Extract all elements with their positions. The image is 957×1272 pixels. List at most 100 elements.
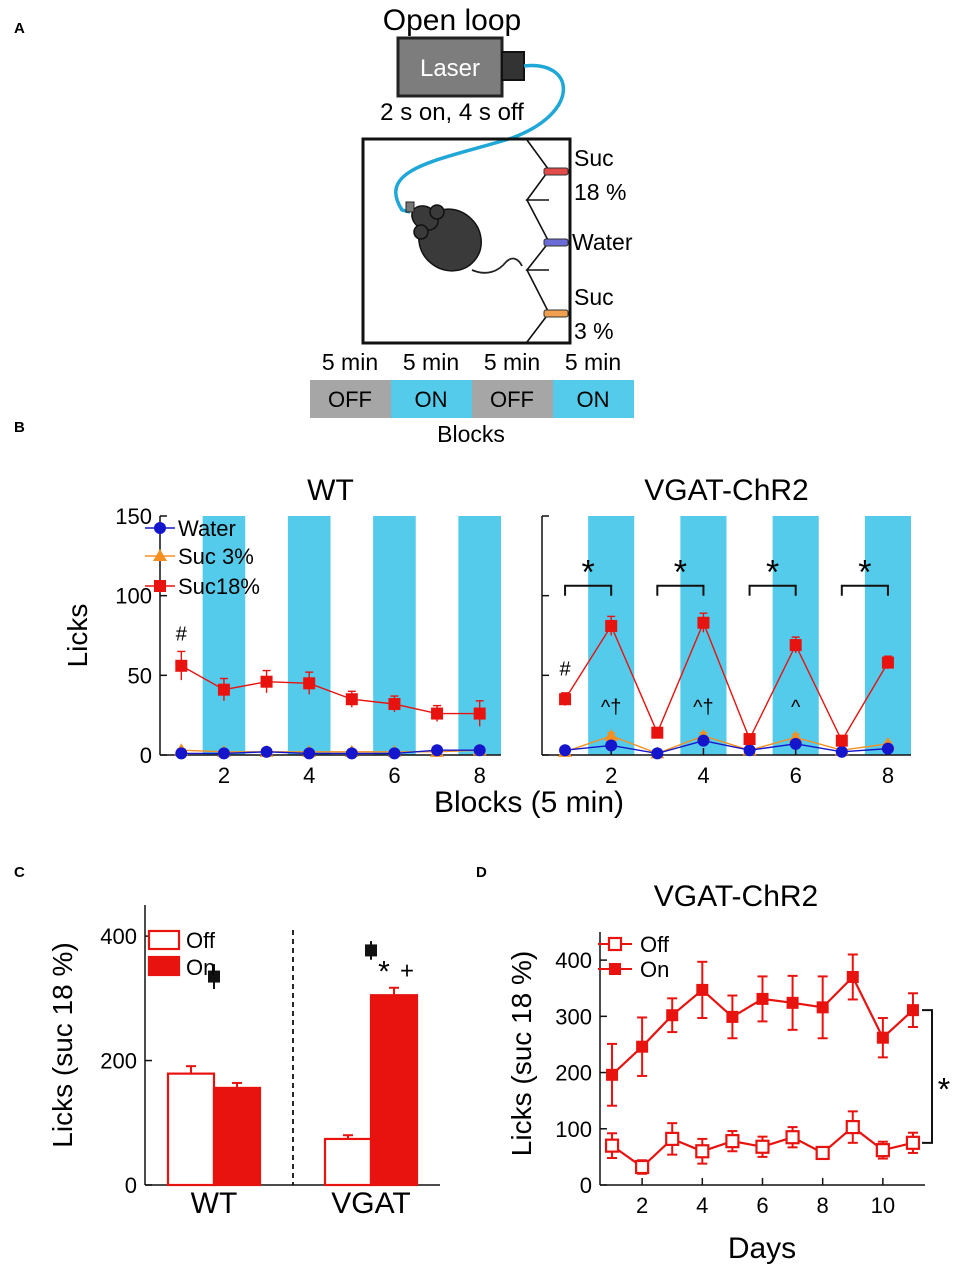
spout-label-suc18-line1: Suc: [574, 145, 614, 171]
behavior-box: [361, 137, 572, 345]
x-tick-label: 4: [303, 763, 315, 788]
open-loop-title: Open loop: [383, 4, 521, 37]
data-point: [605, 739, 618, 752]
y-tick-label: 50: [128, 663, 152, 688]
legend-label: On: [640, 957, 669, 982]
data-point: [785, 1130, 800, 1145]
chart-title: WT: [307, 474, 354, 507]
block-state-2: ON: [415, 387, 448, 412]
x-tick-label: 2: [636, 1193, 648, 1218]
legend-label: Suc18%: [178, 574, 260, 599]
on-block-shade: [373, 516, 416, 755]
data-point: [604, 728, 619, 741]
annotation: #: [176, 623, 188, 645]
spout-label-water: Water: [572, 229, 633, 255]
data-point: [881, 656, 894, 669]
data-point: [604, 1138, 620, 1153]
x-tick-label: 8: [882, 763, 894, 788]
data-point: [473, 744, 486, 757]
block-duration-2: 5 min: [403, 349, 459, 375]
legend-label: Suc 3%: [178, 544, 254, 569]
data-point: [726, 1010, 739, 1023]
block-duration-3: 5 min: [484, 349, 540, 375]
legend-marker: [154, 580, 166, 592]
mouse-illustration: [405, 201, 523, 274]
y-tick-label: 400: [555, 948, 592, 973]
laser-schedule: 2 s on, 4 s off: [380, 99, 524, 126]
x-tick-label: 10: [871, 1193, 895, 1218]
data-point: [815, 1145, 830, 1161]
significance-star: *: [766, 554, 779, 592]
on-block-shade: [864, 516, 911, 755]
b-x-axis-label: Blocks (5 min): [434, 786, 624, 819]
data-point: [666, 1009, 679, 1022]
data-point: [303, 677, 316, 690]
data-point: [665, 1131, 680, 1146]
spout-water: [543, 238, 569, 247]
significance-bracket: [922, 1009, 933, 1144]
data-point: [217, 683, 230, 696]
y-tick-label: 300: [555, 1004, 592, 1029]
data-point: [835, 734, 848, 747]
legend-marker: [607, 936, 623, 952]
data-point: [743, 733, 756, 746]
data-point: [260, 745, 273, 758]
legend-label: On: [186, 955, 215, 980]
data-point: [473, 707, 486, 720]
data-point: [651, 726, 664, 739]
legend-label: Off: [186, 928, 216, 953]
annotation: ^: [791, 697, 801, 719]
panel-c-label: C: [14, 864, 25, 881]
y-tick-label: 100: [555, 1117, 592, 1142]
y-tick-label: 0: [125, 1173, 137, 1198]
data-point: [835, 745, 848, 758]
panel-d-label: D: [476, 864, 487, 881]
x-tick-label: 8: [474, 763, 486, 788]
data-point: [217, 747, 230, 760]
significance-bracket: [656, 584, 705, 596]
chart-b-wt: WT 0 50 100 150 2 4 6 8 Licks # Water Suc 3% Suc18%: [62, 474, 501, 788]
data-point: [786, 996, 799, 1009]
extra-point: [365, 944, 377, 957]
annotation: #: [560, 658, 572, 680]
data-point: [345, 693, 358, 706]
data-point: [876, 1031, 889, 1044]
data-point: [875, 1143, 890, 1158]
significance-star: *: [938, 1072, 950, 1108]
data-point: [559, 693, 572, 706]
data-point: [789, 639, 802, 652]
block-schedule: 5 min OFF 5 min ON 5 min OFF 5 min ON: [310, 349, 634, 418]
chart-d: VGAT-ChR2 0 100 200 300 400 2 4 6 8 10 Days Licks (s…: [506, 880, 950, 1265]
on-block-shade: [287, 516, 331, 755]
y-tick-label: 0: [140, 743, 152, 768]
panel-a-label: A: [14, 20, 25, 37]
data-point: [175, 659, 188, 672]
data-point: [303, 747, 316, 760]
data-point: [905, 1135, 921, 1150]
series-line-Suc3: [564, 735, 889, 755]
data-point: [431, 707, 444, 720]
series-line-Water: [564, 739, 888, 755]
block-state-4: ON: [577, 387, 610, 412]
data-point: [651, 747, 664, 760]
data-point: [906, 1004, 919, 1017]
x-tick-label: 4: [697, 763, 709, 788]
chart-b-vgat: VGAT-ChR2 2 4 6 8 # ^† ^† ^ * * * *: [541, 474, 911, 788]
panel-b-label: B: [14, 419, 25, 436]
x-tick-label: 4: [696, 1193, 708, 1218]
data-point: [605, 619, 618, 632]
y-tick-label: 400: [100, 924, 137, 949]
block-box-2: [391, 380, 472, 418]
bar-on: [212, 1086, 262, 1187]
legend-marker: [153, 549, 167, 561]
block-box-3: [472, 380, 553, 418]
block-box-1: [310, 380, 391, 418]
data-point: [636, 1040, 649, 1053]
significance-star: *: [582, 554, 595, 592]
panel-a: A Open loop Laser 2 s on, 4 s off Suc 18…: [14, 4, 634, 447]
chart-title: VGAT-ChR2: [654, 880, 819, 913]
bar-off: [166, 1072, 216, 1187]
y-tick-label: 150: [115, 504, 152, 529]
blocks-label: Blocks: [437, 421, 505, 447]
category-label: VGAT: [331, 1187, 410, 1220]
